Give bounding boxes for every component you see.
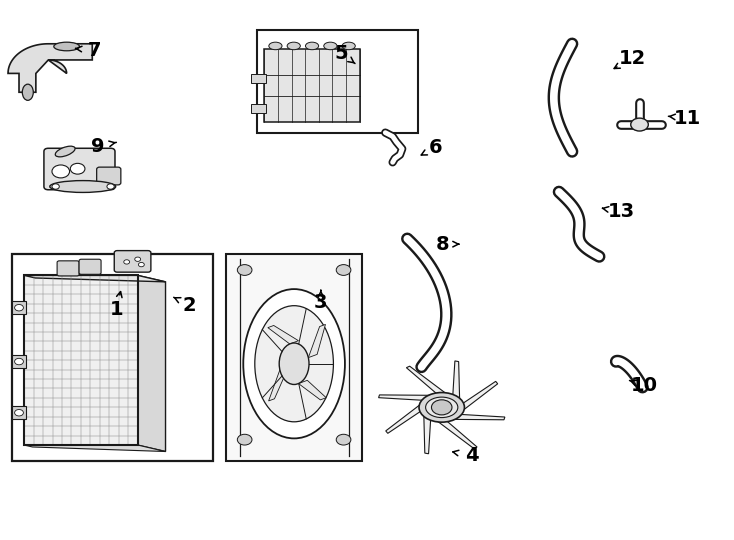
Circle shape: [139, 262, 145, 267]
FancyBboxPatch shape: [57, 261, 79, 276]
Circle shape: [432, 400, 452, 415]
Ellipse shape: [269, 42, 282, 50]
Ellipse shape: [279, 343, 309, 384]
Polygon shape: [269, 367, 288, 401]
Polygon shape: [379, 395, 431, 400]
Text: 12: 12: [619, 49, 646, 68]
Text: 11: 11: [674, 109, 701, 127]
Circle shape: [52, 184, 59, 189]
Bar: [251, 75, 266, 83]
Circle shape: [15, 409, 23, 416]
Circle shape: [70, 164, 85, 174]
Circle shape: [237, 434, 252, 445]
Text: 1: 1: [109, 300, 123, 319]
Circle shape: [336, 265, 351, 275]
Bar: [257, 30, 418, 133]
FancyBboxPatch shape: [44, 148, 115, 190]
Circle shape: [15, 359, 23, 365]
Bar: [12, 406, 26, 419]
Circle shape: [107, 184, 115, 189]
Circle shape: [237, 265, 252, 275]
Circle shape: [52, 165, 70, 178]
FancyBboxPatch shape: [115, 251, 151, 272]
FancyBboxPatch shape: [97, 167, 121, 185]
Circle shape: [336, 434, 351, 445]
Polygon shape: [462, 381, 498, 411]
Ellipse shape: [305, 42, 319, 50]
Text: 5: 5: [335, 44, 348, 63]
Text: 7: 7: [88, 40, 101, 60]
Circle shape: [15, 305, 23, 311]
Polygon shape: [8, 44, 92, 92]
Polygon shape: [299, 380, 326, 400]
Bar: [226, 254, 362, 461]
Bar: [24, 275, 138, 445]
Ellipse shape: [426, 397, 458, 417]
Ellipse shape: [419, 393, 465, 422]
Ellipse shape: [54, 42, 79, 51]
Polygon shape: [268, 326, 299, 344]
Ellipse shape: [22, 84, 33, 100]
Polygon shape: [138, 275, 166, 451]
Ellipse shape: [324, 42, 337, 50]
Bar: [264, 49, 360, 122]
Text: 10: 10: [631, 376, 658, 395]
Bar: [12, 355, 26, 368]
Bar: [24, 275, 138, 445]
Bar: [251, 104, 266, 113]
Polygon shape: [24, 445, 166, 451]
Text: 2: 2: [183, 295, 197, 314]
Polygon shape: [453, 414, 505, 420]
Bar: [12, 254, 213, 461]
Text: 9: 9: [91, 137, 105, 156]
Polygon shape: [308, 325, 325, 357]
Ellipse shape: [342, 42, 355, 50]
Text: 8: 8: [436, 235, 449, 254]
Polygon shape: [24, 275, 166, 282]
Circle shape: [135, 257, 141, 261]
Ellipse shape: [55, 146, 75, 157]
Ellipse shape: [287, 42, 300, 50]
Ellipse shape: [255, 306, 333, 422]
Text: 4: 4: [465, 447, 479, 465]
Text: 6: 6: [429, 138, 442, 157]
Polygon shape: [386, 404, 421, 433]
Circle shape: [631, 118, 648, 131]
Bar: [12, 301, 26, 314]
Polygon shape: [407, 366, 446, 394]
FancyBboxPatch shape: [79, 259, 101, 274]
Ellipse shape: [243, 289, 345, 438]
Text: 13: 13: [608, 202, 635, 221]
Polygon shape: [424, 414, 431, 454]
Polygon shape: [453, 361, 459, 400]
Text: 3: 3: [314, 293, 327, 312]
Polygon shape: [437, 421, 477, 449]
Ellipse shape: [50, 180, 116, 192]
Circle shape: [124, 260, 130, 264]
